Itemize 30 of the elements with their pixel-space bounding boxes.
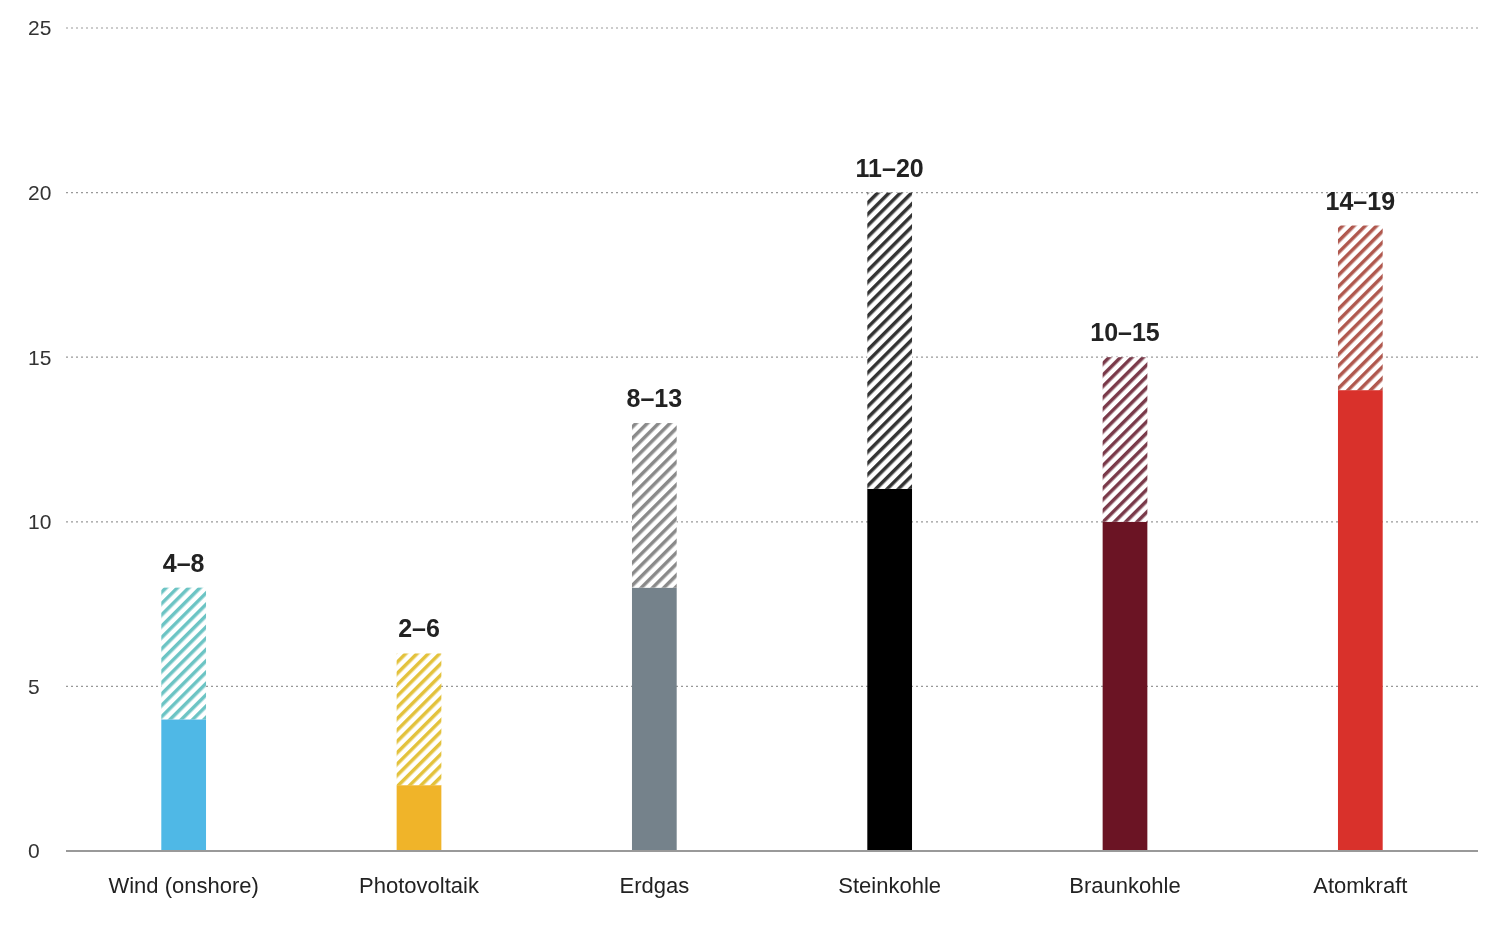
total-label: 8–13 — [626, 384, 683, 413]
bar — [867, 488, 913, 851]
y-tick-label: 10 — [28, 510, 52, 534]
bar — [631, 423, 677, 588]
x-tick-label: Wind (onshore) — [108, 873, 259, 898]
bar — [396, 653, 442, 786]
y-tick-label: 5 — [28, 674, 40, 698]
x-tick-label: Photovoltaik — [359, 873, 480, 898]
x-tick-label: Erdgas — [619, 873, 690, 898]
total-label: 11–20 — [855, 153, 924, 182]
total-label: 14–19 — [1325, 186, 1396, 215]
bar — [1102, 357, 1148, 522]
x-tick-label: Steinkohle — [838, 873, 942, 898]
y-tick-label: 0 — [28, 839, 40, 863]
bar — [1102, 521, 1148, 851]
total-label: 10–15 — [1090, 318, 1160, 347]
x-tick-label: Atomkraft — [1313, 873, 1408, 898]
bar — [1337, 225, 1383, 391]
bar — [631, 587, 677, 851]
bar — [867, 192, 913, 489]
x-tick-label: Braunkohle — [1069, 873, 1181, 898]
bar — [161, 587, 207, 720]
y-tick-label: 20 — [28, 180, 52, 204]
bar — [1337, 390, 1383, 851]
bar — [396, 785, 442, 851]
total-label: 4–8 — [162, 548, 205, 577]
y-tick-label: 25 — [28, 16, 52, 40]
y-tick-label: 15 — [28, 345, 52, 369]
bar — [161, 719, 207, 851]
total-label: 2–6 — [398, 614, 440, 643]
